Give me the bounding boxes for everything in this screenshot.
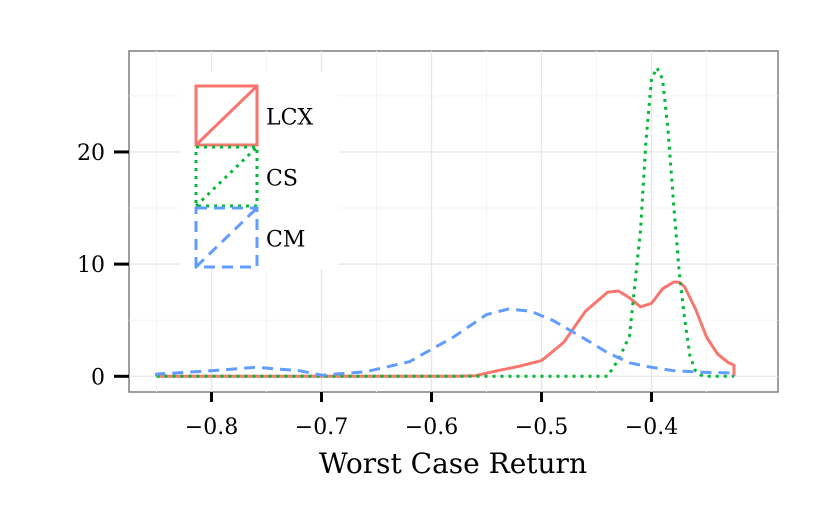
legend: LCX CS CM	[180, 72, 338, 269]
legend-key-line-cs	[194, 145, 259, 208]
legend-label-cm: CM	[266, 228, 305, 253]
legend-key-line-cm	[194, 206, 259, 269]
y-tick-label: 20	[77, 141, 105, 166]
x-tick-label: −0.6	[405, 415, 458, 440]
series-layer	[155, 66, 736, 378]
y-tick-label: 0	[91, 365, 105, 390]
legend-label-cs: CS	[266, 167, 298, 192]
x-tick-label: −0.7	[295, 415, 348, 440]
x-tick-label: −0.4	[625, 415, 678, 440]
x-axis: −0.8 −0.7 −0.6 −0.5 −0.4	[185, 392, 678, 440]
series-cm-line	[155, 307, 736, 377]
x-tick-label: −0.8	[185, 415, 238, 440]
x-tick-label: −0.5	[515, 415, 568, 440]
series-lcx-line	[156, 280, 736, 378]
legend-key-line-lcx	[194, 84, 259, 147]
x-axis-title: Worst Case Return	[319, 447, 587, 480]
y-axis: 0 10 20	[77, 141, 129, 390]
legend-label-lcx: LCX	[266, 106, 313, 131]
y-tick-label: 10	[77, 253, 105, 278]
